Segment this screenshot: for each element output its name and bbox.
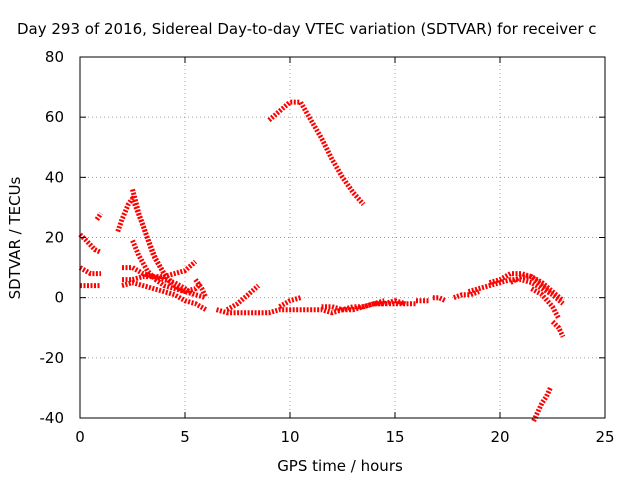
series-line-trace-15 xyxy=(267,99,366,207)
plot-frame xyxy=(79,56,606,419)
x-axis-title: GPS time / hours xyxy=(277,457,403,475)
y-tick-label: 80 xyxy=(45,48,64,66)
x-tick-label: 10 xyxy=(280,428,299,446)
y-tick-label: 40 xyxy=(45,168,64,186)
axis-ticks: 0 5 10 15 20 25 -40 -20 0 20 40 60 80 xyxy=(40,48,615,446)
y-tick-label: 20 xyxy=(45,229,64,247)
series-line-trace-20 xyxy=(452,289,480,301)
series-line-trace-9 xyxy=(121,280,208,312)
series-line-trace-8 xyxy=(122,259,198,283)
chart-title: Day 293 of 2016, Sidereal Day-to-day VTE… xyxy=(17,20,597,38)
x-tick-label: 15 xyxy=(385,428,404,446)
x-tick-label: 5 xyxy=(180,428,190,446)
y-tick-label: 60 xyxy=(45,108,64,126)
series-line-trace-2 xyxy=(78,265,101,277)
series-line-trace-11 xyxy=(193,278,209,299)
series-line-trace-17 xyxy=(374,298,407,307)
series-line-trace-4 xyxy=(94,211,104,221)
series-line-trace-19 xyxy=(432,295,447,303)
x-tick-label: 25 xyxy=(595,428,614,446)
y-axis-title: SDTVAR / TECUs xyxy=(6,176,24,299)
data-series xyxy=(78,99,566,423)
series-line-trace-7 xyxy=(122,265,195,297)
x-tick-label: 20 xyxy=(490,428,509,446)
y-tick-label: -40 xyxy=(40,409,65,427)
series-line-trace-25 xyxy=(550,319,566,338)
series-line-trace-22 xyxy=(488,271,565,303)
grid-lines xyxy=(80,57,605,418)
series-line-trace-14 xyxy=(278,295,302,309)
series-line-trace-6 xyxy=(130,188,175,288)
x-tick-label: 0 xyxy=(75,428,85,446)
series-line-trace-13 xyxy=(225,283,261,312)
y-tick-label: -20 xyxy=(40,349,65,367)
series-line-trace-10 xyxy=(130,239,204,295)
series-line-trace-23 xyxy=(509,274,555,297)
y-tick-label: 0 xyxy=(54,289,64,307)
series-line-trace-26 xyxy=(531,386,553,423)
